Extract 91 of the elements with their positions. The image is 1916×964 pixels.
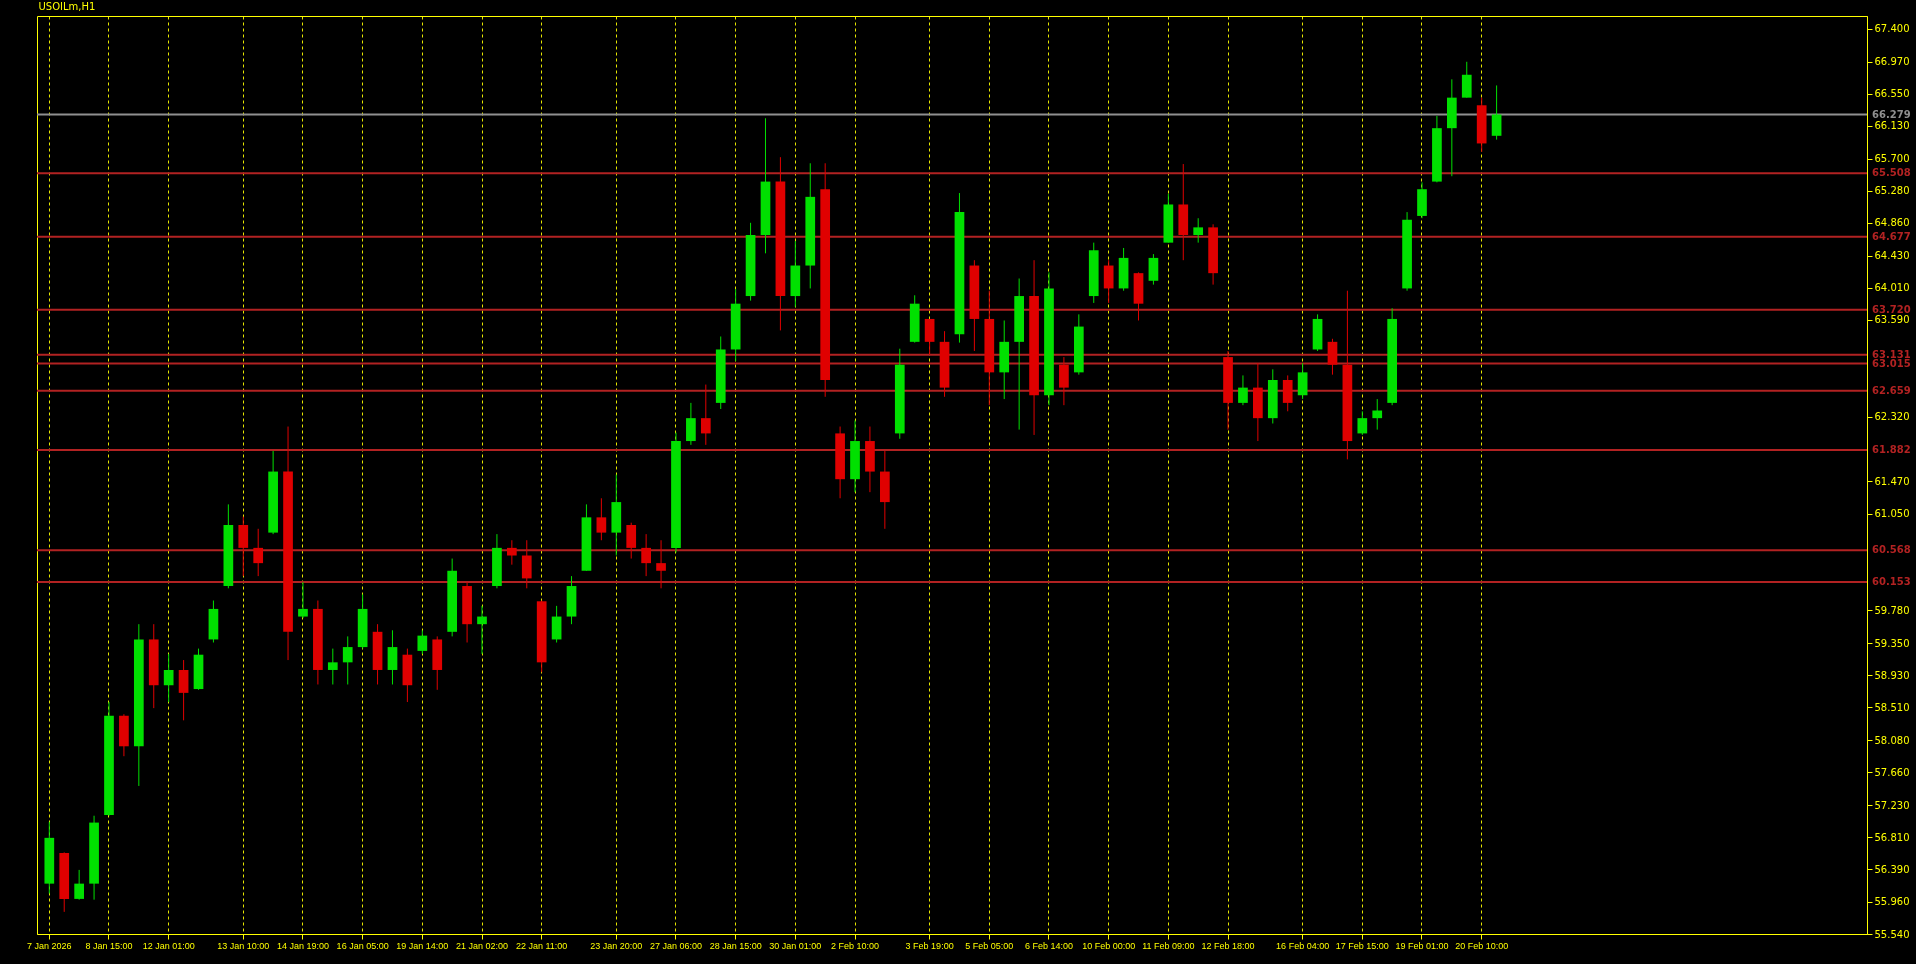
candlestick	[238, 516, 249, 577]
candlestick	[253, 528, 264, 577]
x-tick-label: 23 Jan 20:00	[590, 940, 643, 951]
y-tick-label: 65.280	[1874, 185, 1910, 197]
candlestick	[641, 533, 651, 577]
candlestick	[700, 384, 711, 446]
x-tick-label: 2 Feb 10:00	[830, 940, 880, 951]
x-tick-label: 5 Feb 05:00	[965, 940, 1014, 951]
candlestick	[1327, 338, 1338, 376]
x-tick-label: 16 Feb 04:00	[1276, 940, 1330, 951]
candlestick	[163, 653, 174, 703]
candlestick	[1103, 259, 1114, 304]
candlestick	[477, 605, 487, 655]
candlestick	[417, 629, 428, 655]
ref-line-label: 66.279	[1872, 108, 1911, 120]
candlestick	[178, 659, 189, 721]
candlestick	[74, 869, 84, 901]
candlestick	[521, 539, 532, 589]
x-tick-label: 3 Feb 19:00	[905, 940, 954, 951]
y-tick-label: 59.350	[1874, 637, 1910, 649]
y-tick-label: 64.010	[1874, 282, 1910, 294]
y-tick-label: 61.050	[1874, 508, 1910, 520]
x-tick-label: 22 Jan 11:00	[515, 940, 568, 951]
ref-line-label: 65.508	[1872, 167, 1911, 179]
x-tick-label: 21 Jan 02:00	[455, 940, 509, 951]
candlestick	[1372, 398, 1383, 431]
x-tick-label: 17 Feb 15:00	[1335, 940, 1389, 951]
candlestick	[1148, 253, 1159, 286]
y-tick-label: 66.550	[1874, 88, 1910, 100]
y-tick-label: 63.590	[1874, 314, 1910, 326]
y-tick-label: 66.970	[1874, 56, 1910, 68]
ref-line-label: 60.153	[1872, 575, 1911, 587]
x-tick-label: 12 Jan 01:00	[142, 940, 195, 951]
ref-line-label: 64.677	[1872, 230, 1911, 242]
ref-line-label: 61.882	[1872, 444, 1911, 456]
candlestick	[686, 402, 696, 446]
candlestick	[596, 497, 607, 541]
x-tick-label: 20 Feb 10:00	[1455, 940, 1509, 951]
candlestick	[1491, 84, 1502, 141]
y-tick-label: 57.230	[1874, 799, 1910, 811]
candlestick	[342, 635, 353, 685]
candlestick	[327, 648, 338, 685]
x-tick-label: 6 Feb 14:00	[1024, 940, 1074, 951]
candlestick	[1357, 410, 1368, 436]
chart-title: USOILm,H1	[38, 1, 96, 12]
candlestick	[1297, 362, 1308, 400]
x-tick-label: 14 Jan 19:00	[276, 940, 329, 951]
candlestick	[1193, 217, 1204, 244]
candlestick	[1282, 374, 1293, 412]
ref-line-label: 63.131	[1872, 348, 1911, 360]
x-tick-label: 30 Jan 01:00	[769, 940, 822, 951]
candlestick	[298, 581, 308, 619]
candlestick	[1059, 356, 1069, 406]
y-tick-label: 64.860	[1874, 217, 1910, 229]
y-tick-label: 55.540	[1874, 928, 1910, 940]
y-tick-label: 62.320	[1874, 411, 1910, 423]
y-tick-label: 67.400	[1874, 23, 1910, 35]
candlestick	[507, 539, 517, 566]
candlestick	[387, 629, 398, 685]
x-tick-label: 16 Jan 05:00	[336, 940, 389, 951]
y-tick-label: 64.430	[1874, 250, 1910, 262]
y-tick-label: 55.960	[1874, 896, 1910, 908]
x-tick-label: 19 Jan 14:00	[396, 940, 449, 951]
y-tick-label: 56.810	[1874, 831, 1910, 843]
ref-line-label: 62.659	[1872, 384, 1911, 396]
x-tick-label: 19 Feb 01:00	[1395, 940, 1449, 951]
y-tick-label: 58.080	[1874, 734, 1910, 746]
y-tick-label: 58.510	[1874, 701, 1910, 713]
y-tick-label: 65.700	[1874, 153, 1910, 165]
candlestick	[1461, 61, 1472, 99]
candlestick	[924, 318, 935, 356]
ref-line-label: 63.015	[1872, 357, 1911, 369]
candlestick	[656, 539, 666, 589]
x-tick-label: 10 Feb 00:00	[1082, 940, 1136, 951]
y-tick-label: 58.930	[1874, 669, 1910, 681]
y-tick-label: 57.660	[1874, 766, 1910, 778]
y-tick-label: 59.780	[1874, 604, 1910, 616]
x-tick-label: 7 Jan 2026	[27, 940, 72, 951]
y-tick-label: 56.390	[1874, 863, 1910, 875]
x-tick-label: 13 Jan 10:00	[217, 940, 270, 951]
candlestick	[1238, 374, 1248, 406]
ref-line-label: 63.720	[1872, 303, 1911, 315]
x-tick-label: 11 Feb 09:00	[1142, 940, 1195, 951]
x-tick-label: 12 Feb 18:00	[1201, 940, 1255, 951]
x-tick-label: 8 Jan 15:00	[85, 940, 133, 951]
x-tick-label: 27 Jan 06:00	[649, 940, 702, 951]
candlestick	[626, 522, 637, 560]
y-tick-label: 61.470	[1874, 475, 1910, 487]
ref-line-label: 60.568	[1872, 544, 1911, 556]
y-tick-label: 66.130	[1874, 120, 1910, 132]
x-tick-label: 28 Jan 15:00	[709, 940, 762, 951]
